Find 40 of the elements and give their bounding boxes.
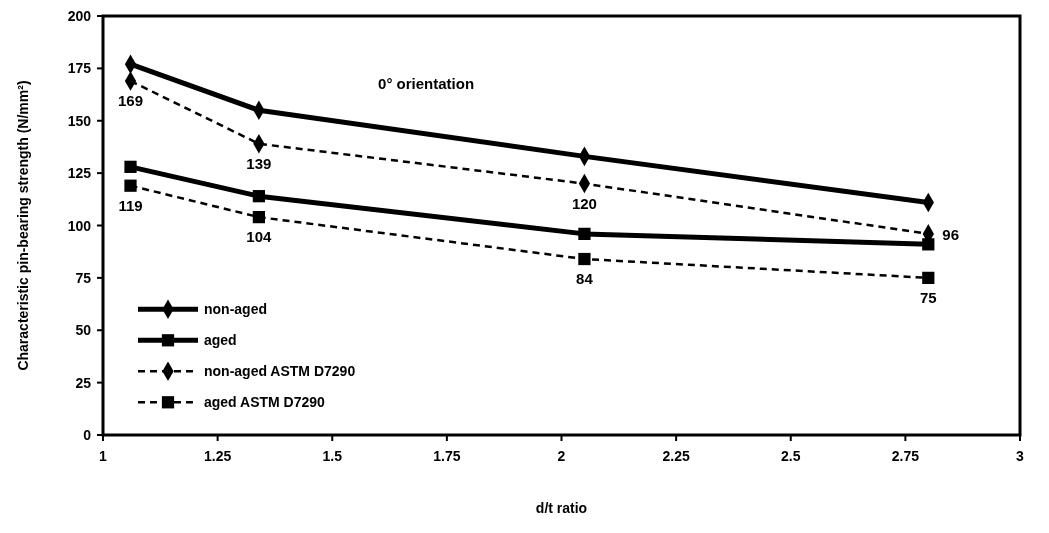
- x-tick-label: 1.75: [433, 448, 461, 464]
- data-label: 104: [246, 228, 273, 246]
- y-tick-label: 100: [67, 217, 92, 234]
- y-tick-label: 25: [75, 374, 92, 391]
- y-axis-title: Characteristic pin-bearing strength (N/mm²): [15, 80, 31, 371]
- y-tick-label: 200: [67, 8, 92, 24]
- x-tick-label: 2.5: [781, 448, 801, 464]
- y-tick-label: 50: [75, 322, 92, 339]
- annotation: 0° orientation: [378, 75, 475, 93]
- legend-label: non-aged: [204, 301, 267, 318]
- legend-label: non-aged ASTM D7290: [204, 363, 356, 380]
- point: [124, 160, 137, 173]
- y-tick-label: 150: [67, 112, 92, 129]
- point: [922, 271, 935, 284]
- y-tick-label: 175: [67, 60, 92, 77]
- point: [252, 190, 266, 203]
- legend-label: aged: [204, 332, 237, 349]
- x-tick-label: 2.75: [891, 448, 920, 464]
- y-tick-label: 0: [83, 427, 92, 443]
- data-label: 139: [246, 154, 272, 172]
- x-axis-title: d/t ratio: [535, 500, 588, 516]
- x-tick-label: 2.25: [662, 448, 690, 464]
- x-tick-label: 1: [99, 448, 108, 464]
- point: [578, 252, 591, 266]
- data-label: 120: [571, 194, 597, 212]
- data-label: 169: [117, 91, 144, 109]
- x-tick-label: 3: [1016, 448, 1025, 464]
- y-tick-label: 125: [67, 165, 92, 182]
- point: [578, 227, 591, 240]
- data-label: 75: [919, 288, 937, 306]
- point: [124, 179, 137, 192]
- x-tick-label: 1.5: [322, 448, 343, 464]
- data-label: 84: [576, 270, 594, 288]
- data-label: 96: [942, 225, 959, 243]
- legend-label: aged ASTM D7290: [204, 394, 326, 411]
- data-label: 119: [118, 196, 143, 214]
- x-tick-label: 2: [557, 448, 566, 464]
- point: [252, 211, 266, 224]
- y-tick-label: 75: [75, 269, 92, 286]
- x-tick-label: 1.25: [204, 448, 232, 464]
